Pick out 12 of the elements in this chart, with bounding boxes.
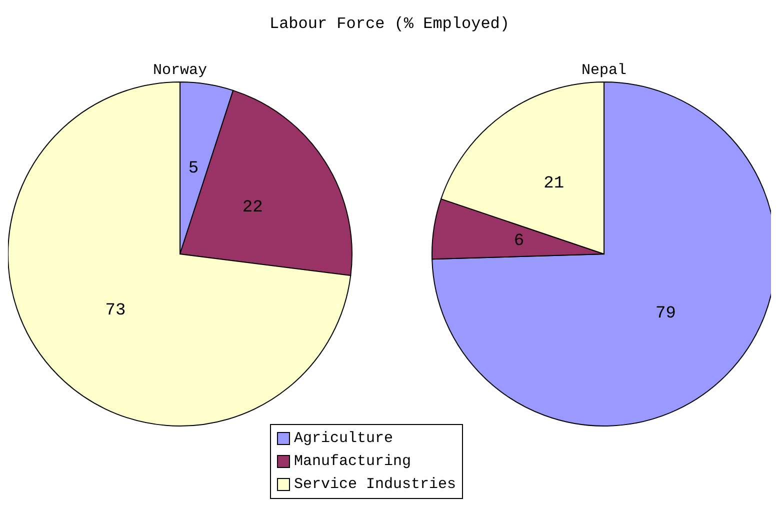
data-label: 79 [656, 304, 676, 324]
slice-label: Norway [152, 62, 208, 79]
data-label: 5 [188, 160, 199, 179]
legend-label: Agriculture [294, 430, 394, 447]
data-label: 6 [514, 232, 524, 251]
legend-label: Manufacturing [294, 453, 412, 470]
data-label: 73 [105, 301, 126, 320]
data-label: 22 [242, 198, 263, 218]
legend-label: Service Industries [294, 476, 456, 493]
chart-title: Labour Force (% Employed) [269, 15, 510, 33]
slice-label: Nepal [581, 62, 627, 79]
data-label: 21 [544, 174, 564, 194]
